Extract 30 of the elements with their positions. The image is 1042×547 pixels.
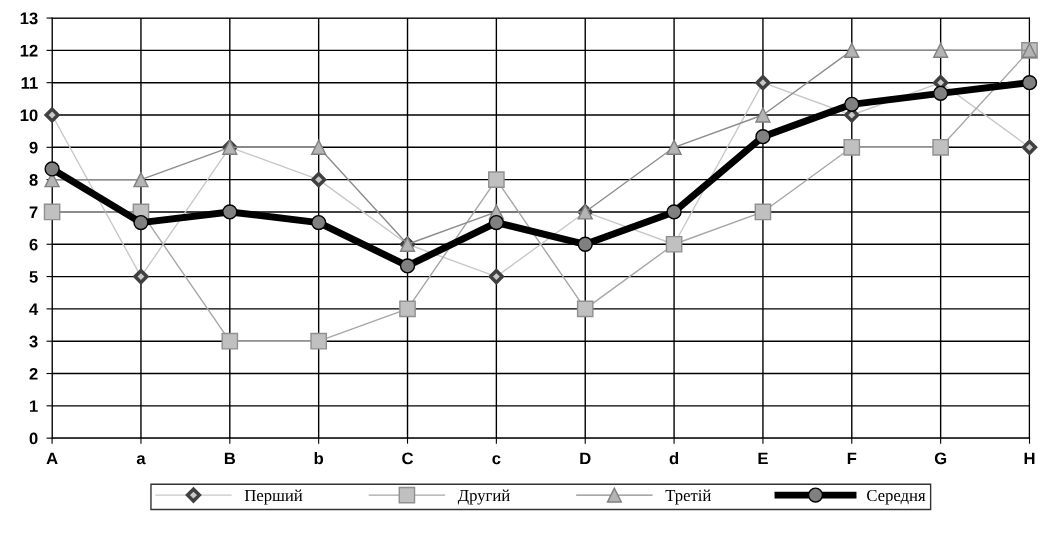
x-tick-label: E (758, 452, 768, 465)
y-tick-label: 4 (29, 303, 39, 315)
y-tick-label: 12 (20, 44, 38, 57)
x-tick-label: H (1024, 452, 1035, 465)
y-tick-label: 8 (29, 174, 38, 186)
x-tick-label: A (46, 452, 58, 465)
legend-label: Третій (665, 489, 711, 505)
y-tick-label: 11 (21, 77, 38, 89)
y-tick-label: 2 (29, 367, 38, 380)
y-tick-label: 6 (29, 238, 38, 251)
x-tick-label: B (224, 452, 236, 465)
x-tick-label: a (136, 455, 146, 465)
x-tick-label: F (847, 452, 857, 465)
y-tick-label: 3 (29, 335, 38, 348)
y-tick-label: 5 (29, 271, 38, 283)
legend-label: Середня (867, 489, 926, 505)
legend-label: Другий (457, 489, 510, 505)
x-tick-label: G (934, 452, 947, 465)
y-tick-label: 1 (29, 400, 38, 412)
x-tick-label: C (402, 452, 414, 465)
legend-label: Перший (244, 489, 303, 505)
x-tick-label: d (669, 452, 679, 465)
y-tick-label: 7 (29, 206, 38, 218)
x-tick-label: b (314, 452, 324, 465)
y-tick-label: 13 (20, 12, 38, 25)
x-tick-label: D (580, 452, 591, 465)
y-tick-label: 0 (29, 432, 38, 445)
y-tick-label: 9 (29, 141, 38, 154)
x-tick-label: c (492, 455, 501, 465)
y-tick-label: 10 (20, 109, 38, 122)
